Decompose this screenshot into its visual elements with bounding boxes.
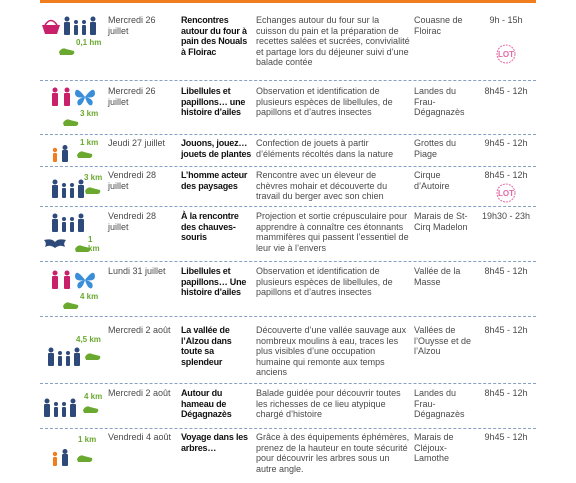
row-icons: 3 km — [40, 171, 106, 215]
table-row: 4,5 km Mercredi 2 août La vallée de l’Al… — [40, 317, 536, 384]
svg-text:LOT: LOT — [498, 50, 514, 59]
lot-badge: LOT — [496, 183, 516, 203]
event-place: Marais de St-Cirq Madelon — [414, 211, 468, 232]
couple-icon — [52, 270, 70, 289]
family-icon — [44, 398, 76, 417]
family-icon — [52, 179, 84, 198]
event-title: Jouons, jouez… jouets de plantes — [181, 138, 252, 159]
event-title: Autour du hameau de Dégagnazès — [181, 388, 232, 419]
event-place: Marais de Cléjoux-Lamothe — [414, 432, 454, 463]
shoe-icon — [77, 151, 93, 158]
row-icons: 0,1 hm — [40, 14, 106, 58]
distance-label: 1 km — [88, 235, 100, 253]
table-row: 1 km Jeudi 27 juillet Jouons, jouez… jou… — [40, 135, 536, 167]
event-date: Vendredi 28 juillet — [108, 170, 157, 191]
event-description: Balade guidée pour découvrir toutes les … — [256, 388, 401, 419]
shoe-icon — [77, 455, 93, 462]
family-icon — [48, 347, 80, 366]
event-description: Confection de jouets à partir d’éléments… — [256, 138, 394, 159]
event-date: Jeudi 27 juillet — [108, 138, 166, 148]
top-accent-bar — [40, 0, 536, 3]
event-date: Vendredi 28 juillet — [108, 211, 157, 232]
bat-icon — [44, 239, 66, 248]
family-icon — [52, 213, 84, 232]
row-icons: 1 km — [40, 138, 106, 183]
event-place: Vallées de l’Ouysse et de l’Alzou — [414, 325, 472, 356]
table-row: 0,1 hm Mercredi 26 juillet Rencontres au… — [40, 10, 536, 81]
distance-label: 4 km — [80, 292, 99, 301]
event-date: Vendredi 4 août — [108, 432, 172, 442]
table-row: 4 km Lundi 31 juillet Libellules et papi… — [40, 262, 536, 317]
distance-label: 1 km — [78, 435, 97, 444]
event-date: Lundi 31 juillet — [108, 266, 166, 276]
event-place: Couasne de Floirac — [414, 15, 463, 36]
row-icons: 3 km — [40, 85, 106, 129]
event-date: Mercredi 26 juillet — [108, 86, 156, 107]
butterfly-icon — [75, 272, 95, 289]
distance-label: 3 km — [84, 173, 103, 182]
row-icons: 4 km — [40, 388, 106, 432]
shoe-icon — [85, 353, 101, 360]
event-time: 9h45 - 12h — [484, 138, 528, 148]
event-description: Echanges autour du four sur la cuisson d… — [256, 15, 410, 67]
child-icon — [52, 145, 68, 162]
event-place: Landes du Frau-Dégagnazès — [414, 388, 465, 419]
table-row: 1 km Vendredi 4 août Voyage dans les arb… — [40, 429, 536, 483]
shoe-icon — [59, 48, 75, 55]
event-title: La vallée de l’Alzou dans toute sa splen… — [181, 325, 232, 367]
event-time: 19h30 - 23h — [481, 211, 531, 221]
event-description: Observation et identification de plusieu… — [256, 86, 393, 117]
event-place: Landes du Frau-Dégagnazès — [414, 86, 465, 117]
event-time: 8h45 - 12h — [484, 266, 528, 276]
event-place: Grottes du Piage — [414, 138, 457, 159]
event-description: Rencontre avec un éleveur de chèvres moh… — [256, 170, 388, 201]
event-time: 9h - 15h — [489, 15, 523, 25]
event-title: Voyage dans les arbres… — [181, 432, 248, 453]
event-time: 8h45 - 12h — [484, 170, 528, 180]
row-icons: 1 km — [40, 211, 106, 255]
butterfly-icon — [75, 89, 95, 106]
couple-icon — [52, 87, 70, 106]
event-time: 8h45 - 12h — [484, 325, 528, 335]
event-time: 8h45 - 12h — [484, 388, 528, 398]
shoe-icon — [83, 406, 99, 413]
event-place: Cirque d’Autoire — [414, 170, 450, 191]
row-icons: 4 km — [40, 266, 106, 310]
event-date: Mercredi 2 août — [108, 388, 171, 398]
event-title: À la rencontre des chauves-souris — [181, 211, 239, 242]
event-time: 9h45 - 12h — [484, 432, 528, 442]
row-icons: 1 km — [40, 433, 106, 477]
shoe-icon — [63, 302, 79, 309]
event-description: Observation et identification de plusieu… — [256, 266, 393, 297]
lot-badge: LOT — [496, 44, 516, 64]
family-icon — [64, 16, 96, 35]
table-row: 3 km Mercredi 26 juillet Libellules et p… — [40, 81, 536, 135]
distance-label: 0,1 hm — [76, 38, 102, 47]
shoe-icon — [85, 187, 101, 194]
shoe-icon — [75, 245, 91, 252]
event-title: Rencontres autour du four à pain des Nou… — [181, 15, 248, 57]
table-row: 1 km Vendredi 28 juillet À la rencontre … — [40, 207, 536, 262]
event-title: Libellules et papillons… une histoire d’… — [181, 86, 246, 117]
event-place: Vallée de la Masse — [414, 266, 461, 287]
distance-label: 1 km — [80, 138, 99, 147]
event-description: Grâce à des équipements éphémères, prene… — [256, 432, 410, 474]
event-description: Projection et sortie crépusculaire pour … — [256, 211, 409, 253]
basket-icon — [42, 19, 60, 34]
event-time: 8h45 - 12h — [484, 86, 528, 96]
event-title: L’homme acteur des paysages — [181, 170, 248, 191]
event-description: Découverte d’une vallée sauvage aux nomb… — [256, 325, 407, 377]
distance-label: 4,5 km — [76, 335, 101, 344]
distance-label: 3 km — [80, 109, 99, 118]
table-row: 4 km Mercredi 2 août Autour du hameau de… — [40, 384, 536, 429]
shoe-icon — [63, 119, 79, 126]
child-icon — [52, 449, 68, 466]
distance-label: 4 km — [84, 392, 103, 401]
event-title: Libellules et papillons… Une histoire d’… — [181, 266, 247, 297]
event-date: Mercredi 26 juillet — [108, 15, 156, 36]
row-icons: 4,5 km — [40, 335, 106, 379]
table-row: 3 km Vendredi 28 juillet L’homme acteur … — [40, 167, 536, 207]
event-date: Mercredi 2 août — [108, 325, 171, 335]
svg-text:LOT: LOT — [498, 189, 514, 198]
